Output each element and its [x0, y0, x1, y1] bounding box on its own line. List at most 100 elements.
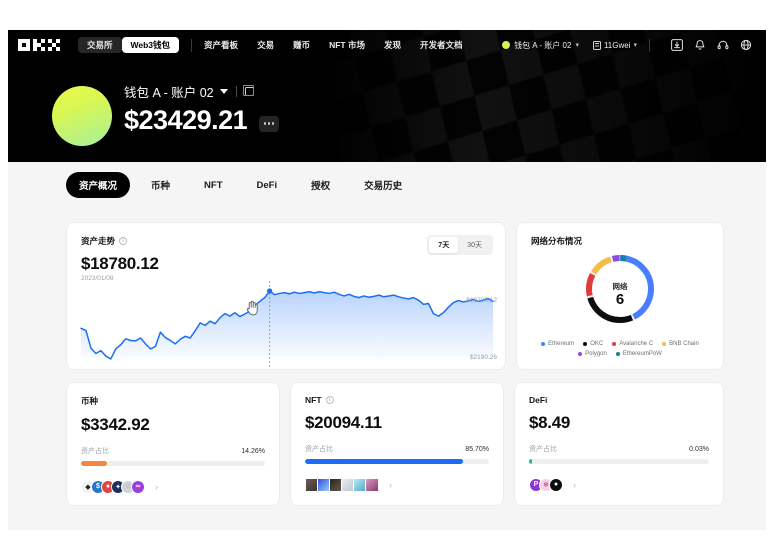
asset-tabs: 资产概况 币种 NFT DeFi 授权 交易历史: [66, 172, 415, 198]
product-switch: 交易所 Web3钱包: [78, 37, 180, 53]
wallet-selector[interactable]: 钱包 A - 账户 02 ▾: [502, 40, 579, 51]
total-balance: $23429.21: [124, 105, 248, 135]
coin-progress-bar: [81, 461, 265, 466]
chart-min-label: $2190.26: [469, 354, 497, 361]
tab-coins[interactable]: 币种: [151, 181, 171, 192]
nft-card-title: NFT: [305, 395, 322, 405]
nav-link-earn[interactable]: 赚币: [293, 40, 311, 50]
download-icon[interactable]: [669, 37, 685, 53]
nav-link-nft-market[interactable]: NFT 市场: [329, 40, 365, 50]
trend-line-svg: [80, 281, 494, 367]
defi-ratio-value: 0.03%: [689, 445, 709, 453]
defi-progress-bar: [529, 459, 709, 464]
coin-card-amount: $3342.92: [81, 415, 150, 434]
okx-logo[interactable]: [18, 38, 62, 52]
legend-label: Polygon: [585, 351, 607, 357]
tab-nft[interactable]: NFT: [204, 179, 223, 191]
headset-icon[interactable]: [715, 37, 731, 53]
nft-ratio-label: 资产占比: [305, 446, 333, 453]
tab-approvals[interactable]: 授权: [311, 181, 331, 192]
nav-link-assets[interactable]: 资产看板: [204, 40, 239, 50]
defi-card-body: DeFi $8.49 资产占比 0.03% P ❄ ● ›: [515, 383, 723, 492]
range-toggle: 7天 30天: [427, 235, 493, 255]
legend-item-polygon[interactable]: Polygon: [578, 351, 607, 357]
asset-trend-title: 资产走势: [81, 236, 116, 246]
info-icon[interactable]: i: [325, 396, 334, 404]
segment-web3-wallet[interactable]: Web3钱包: [121, 37, 180, 53]
legend-item-okc[interactable]: OKC: [583, 341, 603, 347]
legend-row-1: Ethereum OKC Avalanche C BNB Chain: [541, 341, 699, 347]
nft-card-body: NFT i $20094.11 资产占比 85.70%: [291, 383, 503, 492]
asset-trend-card: 资产走势 i $18780.12 2023/01/08 7天 30天: [66, 222, 506, 370]
nav-divider: [649, 38, 650, 52]
chevron-down-icon[interactable]: [219, 89, 228, 94]
account-name: 钱包 A - 账户 02: [124, 86, 214, 100]
asset-trend-date: 2023/01/08: [81, 275, 114, 282]
network-distribution-card: 网络分布情况 网络 6 Ethereum OKC: [516, 222, 724, 370]
mouse-cursor-icon: [245, 300, 259, 321]
gas-value: 11Gwei: [603, 40, 631, 50]
legend-item-avalanche-c[interactable]: Avalanche C: [612, 341, 653, 347]
tab-transaction-history[interactable]: 交易历史: [364, 181, 403, 192]
nav-right-cluster: 钱包 A - 账户 02 ▾ 11Gwei ▾: [502, 37, 766, 53]
nav-link-developer-docs[interactable]: 开发者文档: [420, 40, 463, 50]
network-legend: Ethereum OKC Avalanche C BNB Chain Polyg…: [517, 341, 723, 357]
network-header: 网络分布情况: [517, 223, 723, 247]
legend-label: Ethereum: [548, 341, 575, 347]
account-summary: 钱包 A - 账户 02 $23429.21: [124, 82, 280, 136]
legend-row-2: Polygon EthereumPoW: [578, 351, 662, 357]
defi-card[interactable]: DeFi $8.49 资产占比 0.03% P ❄ ● ›: [514, 382, 724, 506]
legend-label: Avalanche C: [619, 341, 654, 347]
range-7d[interactable]: 7天: [429, 237, 459, 253]
chevron-right-icon[interactable]: ›: [573, 479, 576, 490]
defi-card-title: DeFi: [529, 395, 548, 405]
legend-item-ethereumpow[interactable]: EthereumPoW: [615, 351, 662, 357]
info-icon[interactable]: i: [119, 237, 128, 245]
nav-link-discover[interactable]: 发现: [383, 40, 401, 50]
chevron-right-icon[interactable]: ›: [155, 481, 158, 492]
globe-icon[interactable]: [738, 37, 754, 53]
nav-divider: [191, 38, 193, 52]
avatar: [52, 86, 112, 146]
legend-item-bnb-chain[interactable]: BNB Chain: [662, 341, 699, 347]
tab-overview[interactable]: 资产概况: [66, 172, 131, 198]
defi-ratio-row: 资产占比 0.03%: [529, 444, 709, 454]
legend-item-ethereum[interactable]: Ethereum: [541, 341, 574, 347]
bell-icon[interactable]: [692, 37, 708, 53]
donut-center-label: 网络: [612, 282, 628, 291]
defi-protocol-icons[interactable]: P ❄ ● ›: [529, 477, 709, 492]
chevron-right-icon[interactable]: ›: [389, 479, 392, 490]
network-donut[interactable]: [517, 251, 723, 327]
nft-card-title-row: NFT i: [305, 395, 489, 405]
segment-exchange[interactable]: 交易所: [78, 37, 122, 53]
coin-card[interactable]: 币种 $3342.92 资产占比 14.26% ◆ $ ● ✦ ◌ ∞ ›: [66, 382, 280, 506]
more-options-button[interactable]: [259, 115, 280, 132]
network-title: 网络分布情况: [531, 236, 583, 246]
nav-link-trade[interactable]: 交易: [257, 40, 275, 50]
divider: [235, 86, 237, 97]
token-purple-icon: ∞: [131, 479, 145, 494]
account-name-row: 钱包 A - 账户 02: [124, 82, 279, 101]
nft-thumbnails[interactable]: ›: [305, 477, 489, 492]
gas-indicator[interactable]: 11Gwei ▾: [592, 40, 637, 50]
wallet-selector-label: 钱包 A - 账户 02: [514, 40, 572, 50]
chart-max-label: $18780.12: [466, 297, 497, 304]
donut-center-text: 网络 6: [517, 281, 723, 309]
nft-card[interactable]: NFT i $20094.11 资产占比 85.70%: [290, 382, 504, 506]
defi-card-amount: $8.49: [529, 413, 571, 432]
coin-ratio-label: 资产占比: [81, 448, 109, 455]
coin-token-icons[interactable]: ◆ $ ● ✦ ◌ ∞ ›: [81, 479, 265, 494]
protocol-icon-stack: P ❄ ●: [529, 477, 563, 492]
copy-icon[interactable]: [242, 85, 254, 96]
nft-ratio-value: 85.70%: [465, 445, 489, 453]
asset-trend-chart[interactable]: $18780.12 $2190.26: [67, 281, 507, 367]
nft-ratio-row: 资产占比 85.70%: [305, 444, 489, 454]
tab-defi[interactable]: DeFi: [256, 179, 278, 191]
coin-card-body: 币种 $3342.92 资产占比 14.26% ◆ $ ● ✦ ◌ ∞ ›: [67, 383, 279, 494]
token-icon-stack: ◆ $ ● ✦ ◌ ∞: [81, 479, 145, 494]
coin-card-title: 币种: [81, 396, 99, 406]
range-30d[interactable]: 30天: [467, 242, 482, 249]
chevron-down-icon: ▾: [575, 42, 579, 49]
nft-progress-bar: [305, 459, 489, 464]
top-navigation-bar: 交易所 Web3钱包 资产看板 交易 赚币 NFT 市场 发现 开发者文档 钱包…: [8, 30, 766, 60]
